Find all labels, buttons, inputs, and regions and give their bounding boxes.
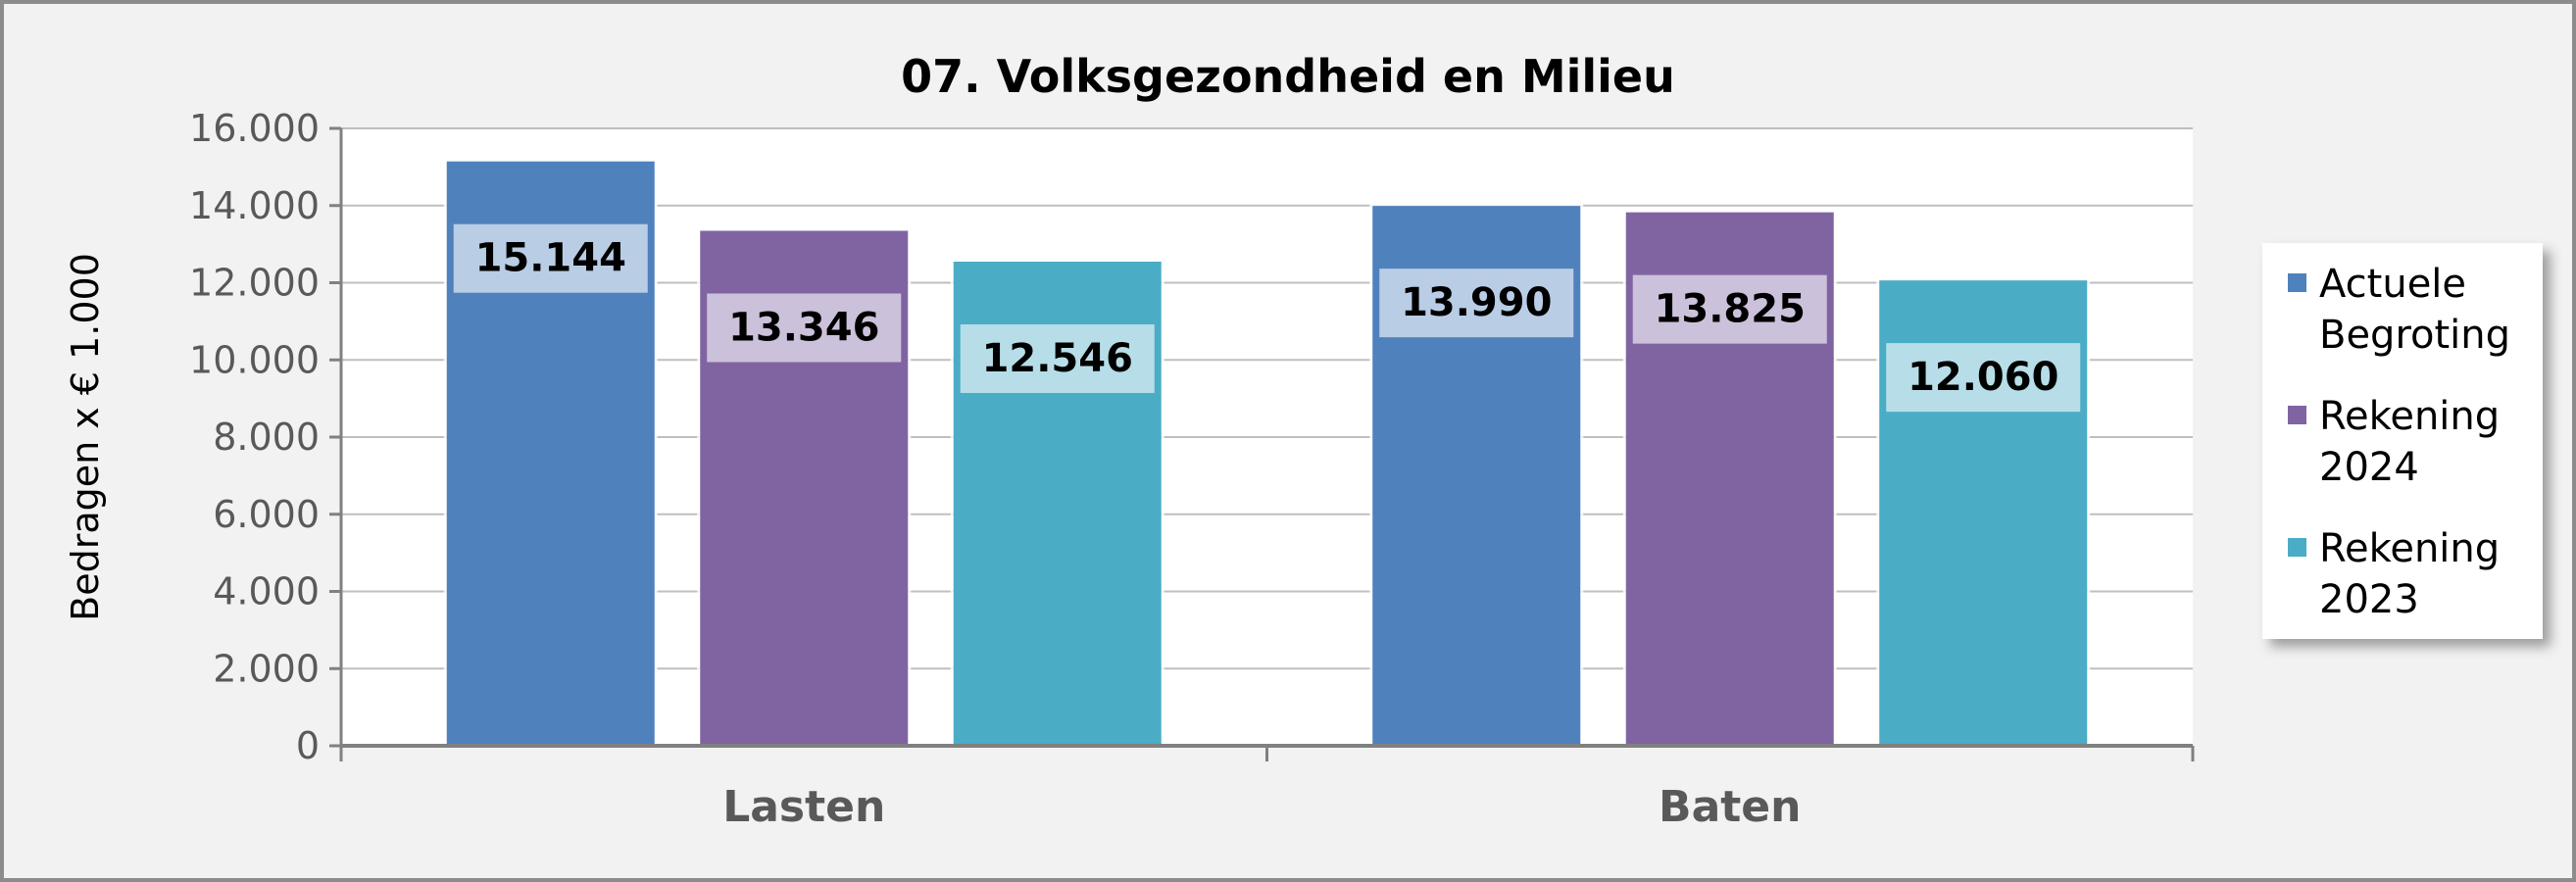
legend-label: Rekening bbox=[2319, 394, 2500, 439]
legend-swatch bbox=[2288, 273, 2306, 292]
data-label-bg bbox=[707, 293, 902, 363]
legend-label: 2023 bbox=[2319, 577, 2419, 622]
data-label-bg bbox=[960, 324, 1155, 394]
y-tick-label: 8.000 bbox=[213, 416, 320, 459]
y-tick-label: 6.000 bbox=[213, 493, 320, 536]
legend-label: Rekening bbox=[2319, 526, 2500, 571]
legend-label: Begroting bbox=[2319, 313, 2510, 358]
y-tick-label: 12.000 bbox=[189, 262, 320, 305]
data-label: 13.825 bbox=[1655, 287, 1806, 332]
y-tick-label: 16.000 bbox=[189, 107, 320, 150]
legend-swatch bbox=[2288, 538, 2306, 557]
y-tick-label: 2.000 bbox=[213, 647, 320, 690]
data-label-bg bbox=[1379, 269, 1574, 338]
y-axis-title: Bedragen x € 1.000 bbox=[64, 253, 107, 621]
y-tick-label: 14.000 bbox=[189, 184, 320, 227]
data-label-bg bbox=[1886, 343, 2081, 413]
data-label: 13.990 bbox=[1401, 280, 1552, 325]
x-category-label: Lasten bbox=[722, 782, 885, 832]
legend-swatch bbox=[2288, 406, 2306, 424]
legend-label: 2024 bbox=[2319, 445, 2419, 490]
x-category-label: Baten bbox=[1659, 782, 1801, 832]
data-label-bg bbox=[453, 223, 648, 293]
data-label: 15.144 bbox=[475, 236, 626, 281]
data-label: 13.346 bbox=[728, 306, 879, 351]
data-label: 12.546 bbox=[982, 336, 1133, 381]
data-label: 12.060 bbox=[1907, 355, 2058, 400]
data-label-bg bbox=[1632, 274, 1827, 344]
chart-title: 07. Volksgezondheid en Milieu bbox=[901, 50, 1675, 103]
legend-box bbox=[2262, 243, 2543, 639]
y-tick-label: 4.000 bbox=[213, 570, 320, 613]
legend-label: Actuele bbox=[2319, 262, 2466, 307]
y-tick-label: 0 bbox=[296, 724, 320, 767]
y-tick-label: 10.000 bbox=[189, 338, 320, 381]
legend: Actuele Begroting Rekening 2024 Rekening 2023 bbox=[2262, 243, 2543, 639]
